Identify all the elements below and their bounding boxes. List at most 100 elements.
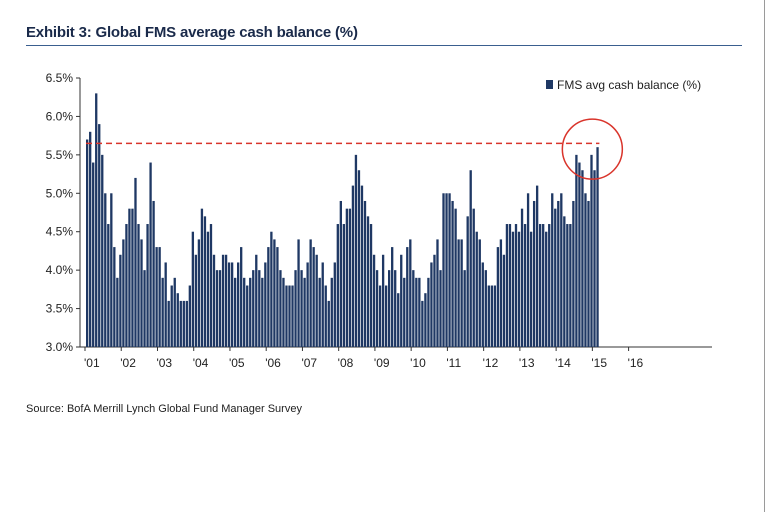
bar (206, 231, 210, 347)
bar (418, 277, 421, 347)
x-tick-label: '09 (374, 356, 390, 370)
bar (158, 247, 161, 347)
bar (388, 270, 391, 347)
y-tick-label: 4.5% (46, 225, 74, 239)
x-tick-label: '08 (338, 356, 354, 370)
bar (279, 270, 282, 347)
bar (505, 224, 509, 347)
bar (315, 254, 318, 347)
bar (282, 277, 285, 347)
bar (261, 277, 264, 347)
bar (520, 208, 524, 347)
bar (596, 147, 599, 347)
bar (200, 208, 204, 347)
bar (463, 270, 466, 347)
bar (306, 262, 309, 347)
bar (330, 277, 333, 347)
bar (584, 193, 587, 347)
bar (469, 170, 472, 347)
bar (258, 270, 261, 347)
bar (324, 285, 327, 347)
bar (140, 239, 143, 347)
x-tick-label: '15 (591, 356, 607, 370)
bar (526, 193, 530, 347)
bar (176, 293, 179, 347)
y-tick-label: 5.0% (46, 186, 74, 200)
bar (240, 247, 243, 347)
bar (318, 277, 321, 347)
bar (433, 254, 436, 347)
bar (303, 277, 306, 347)
bar (243, 277, 246, 347)
bar (273, 239, 276, 347)
bar (369, 224, 373, 347)
bar (357, 170, 361, 347)
bar (116, 277, 119, 347)
x-tick-label: '05 (229, 356, 245, 370)
bar (535, 185, 539, 347)
bar (384, 285, 388, 347)
bar (89, 131, 92, 347)
bar (173, 277, 176, 347)
bar (539, 224, 542, 347)
bar (224, 254, 228, 347)
bar (255, 254, 258, 347)
title-divider (26, 45, 742, 46)
bar (578, 162, 581, 347)
bar (508, 224, 512, 347)
bar (587, 200, 590, 347)
bar (466, 216, 469, 347)
bar (590, 154, 593, 347)
bar (403, 277, 406, 347)
bar (95, 93, 98, 348)
bar (92, 162, 95, 347)
chart-title: Exhibit 3: Global FMS average cash balan… (26, 24, 358, 41)
bar (439, 270, 442, 347)
bar (342, 224, 346, 347)
bar (309, 239, 312, 347)
bar (197, 239, 201, 347)
y-tick-label: 6.5% (46, 71, 74, 85)
x-tick-label: '03 (156, 356, 172, 370)
bar (327, 300, 330, 347)
bar (291, 285, 294, 347)
bar (233, 277, 237, 347)
bar-series (86, 93, 599, 348)
bar (427, 277, 430, 347)
bar (203, 216, 207, 347)
bar (267, 247, 270, 347)
bar (179, 300, 182, 347)
bar (237, 262, 240, 347)
x-tick-label: '07 (301, 356, 317, 370)
bar (134, 177, 137, 347)
bar (378, 285, 382, 347)
bar (481, 262, 484, 347)
bar (575, 154, 578, 347)
x-tick-label: '06 (265, 356, 281, 370)
bar (502, 254, 506, 347)
bar (436, 239, 439, 347)
bar (333, 262, 336, 347)
bar (354, 154, 358, 347)
bar (167, 300, 170, 347)
bar (448, 193, 451, 347)
bar (532, 200, 536, 347)
bar (209, 224, 213, 347)
x-tick-label: '11 (446, 356, 461, 370)
x-tick-label: '10 (410, 356, 426, 370)
bar (409, 239, 412, 347)
x-axis: '01 '02 '03 '04 '05 '06 '07 '08 '09 '10 '11 '12 '13 '… (80, 346, 712, 370)
bar (511, 231, 515, 347)
bar (336, 224, 339, 347)
bar (454, 208, 457, 347)
bar (560, 193, 563, 347)
bar (221, 254, 225, 347)
y-tick-label: 4.0% (46, 263, 74, 277)
bar (363, 200, 367, 347)
bar (366, 216, 370, 347)
y-tick-label: 5.5% (46, 148, 74, 162)
bar (119, 254, 122, 347)
bar (345, 208, 349, 347)
x-tick-label: '04 (193, 356, 209, 370)
